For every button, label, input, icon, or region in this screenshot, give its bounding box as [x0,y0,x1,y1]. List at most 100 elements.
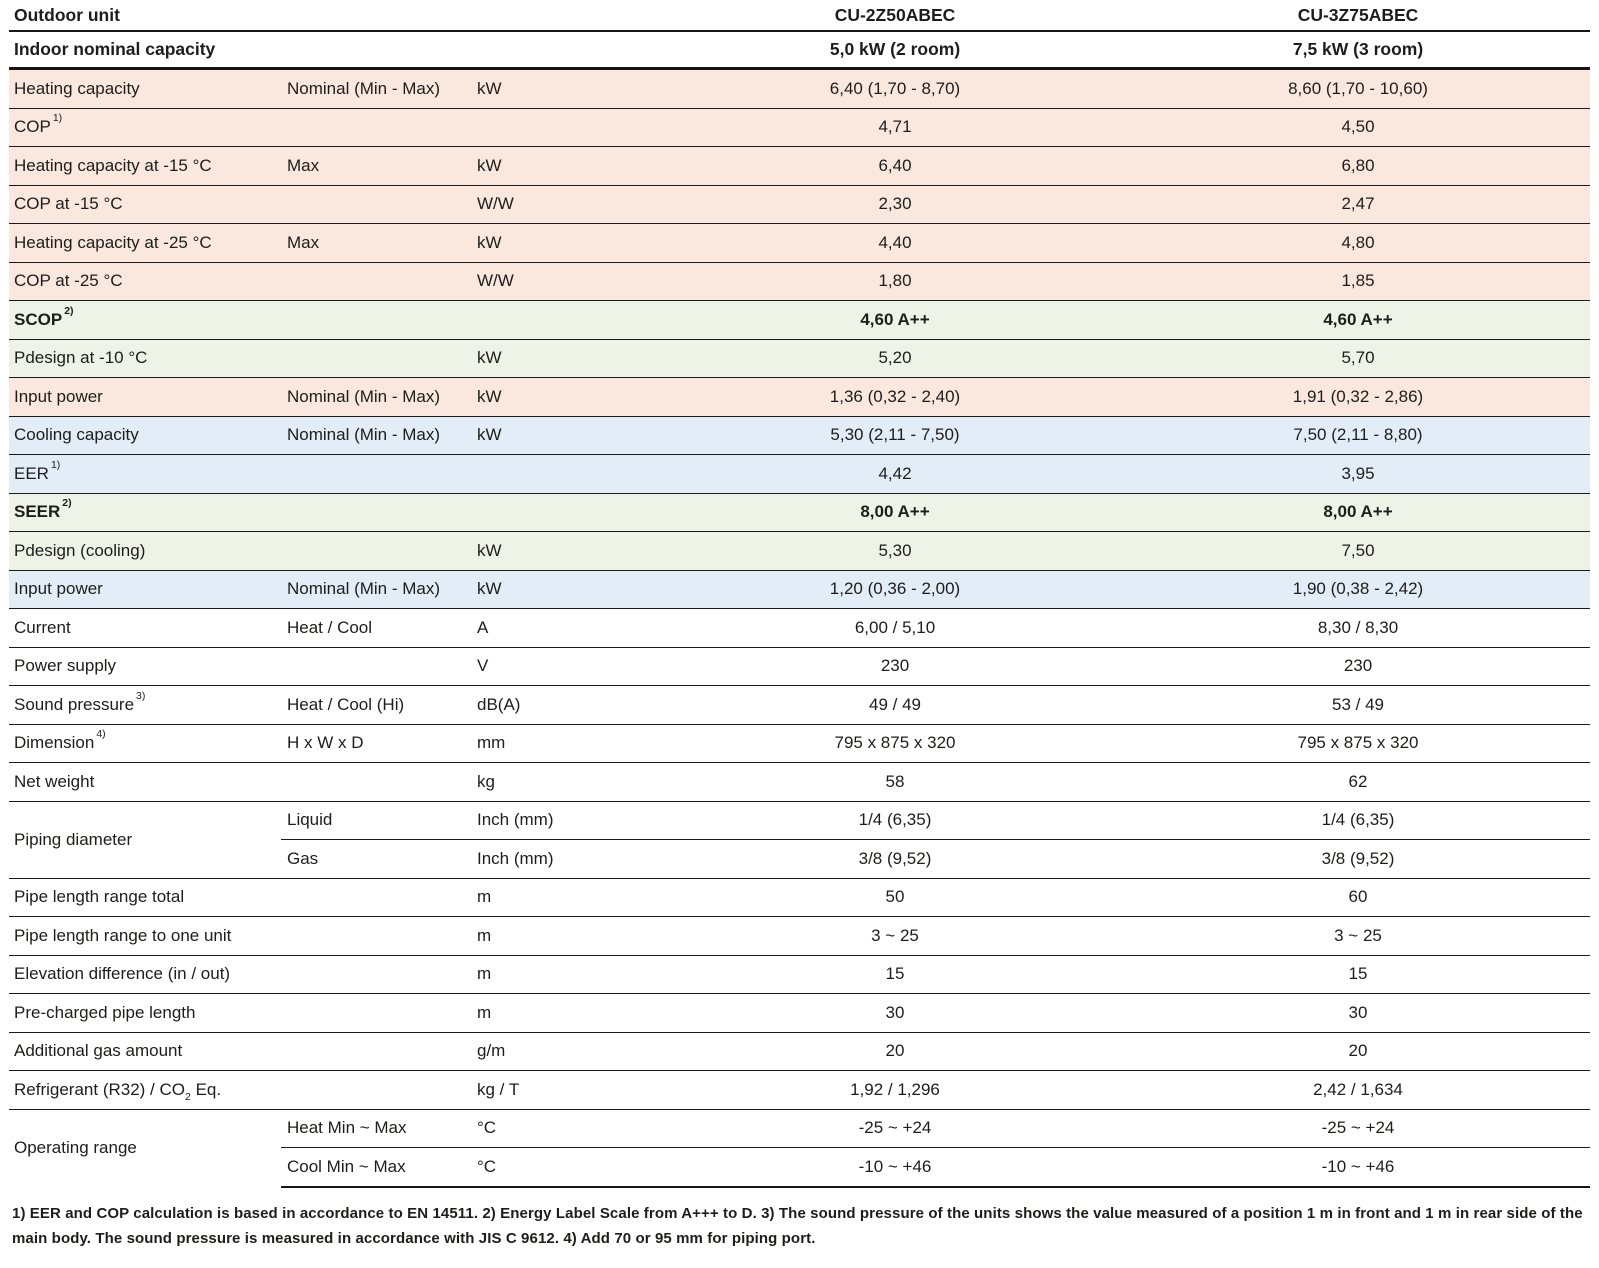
row-unit: Inch (mm) [471,839,664,878]
header-spacer [471,0,664,32]
row-unit: W/W [471,261,664,301]
model-name-1: CU-2Z50ABEC [664,0,1126,32]
row-unit: kW [471,569,664,609]
spec-row: Pipe length range to one unit m 3 ~ 25 3 ~ … [9,916,1590,955]
value-model2: 4,60 A++ [1126,300,1590,339]
value-model2: 30 [1126,993,1590,1032]
row-detail: Nominal (Min - Max) [281,377,471,416]
row-detail: Max [281,146,471,185]
value-model2: 1,85 [1126,261,1590,301]
row-unit: m [471,993,664,1032]
row-label: Pdesign (cooling) [14,540,146,560]
spec-row: COP at -15 °C W/W 2,30 2,47 [9,184,1590,224]
value-model1: 49 / 49 [664,685,1126,724]
row-label: Pipe length range to one unit [14,925,232,945]
row-label-cell: Pdesign (cooling) [9,531,281,570]
row-label: Input power [14,579,103,599]
value-model2: 7,50 (2,11 - 8,80) [1126,415,1590,455]
spec-row: Pdesign (cooling) kW 5,30 7,50 [9,531,1590,570]
row-label-suffix: Eq. [190,1079,222,1099]
row-label-cell: Additional gas amount [9,1031,281,1071]
value-model2: 6,80 [1126,146,1590,185]
value-model1: 1,80 [664,261,1126,301]
spec-table-header: Outdoor unit CU-2Z50ABEC CU-3Z75ABEC Ind… [9,0,1590,70]
row-detail [281,531,471,570]
row-label: Elevation difference (in / out) [14,964,231,984]
value-model2: 3/8 (9,52) [1126,839,1590,878]
spec-row: Operating range Heat Min ~ Max °C -25 ~ +24… [9,1108,1590,1187]
value-model2: -10 ~ +46 [1126,1147,1590,1188]
row-detail [281,184,471,224]
value-model1: 5,30 [664,531,1126,570]
row-label: Operating range [14,1138,137,1157]
row-label: Refrigerant (R32) / CO [14,1079,185,1099]
row-label-cell: Pre-charged pipe length [9,993,281,1032]
row-detail [281,1031,471,1071]
value-model1: 3/8 (9,52) [664,839,1126,878]
row-label: SEER [14,502,61,522]
row-label-cell: Pdesign at -10 °C [9,338,281,378]
value-model2: 1,90 (0,38 - 2,42) [1126,569,1590,609]
row-label-cell: Current [9,608,281,647]
row-detail: Cool Min ~ Max [281,1147,471,1188]
value-model1: 50 [664,877,1126,917]
row-label-cell: Refrigerant (R32) / CO2 Eq. [9,1070,281,1109]
row-detail [281,954,471,994]
row-label-cell: Sound pressure 3) [9,685,281,724]
row-group-cell: Operating range [9,1108,281,1187]
value-model2: 2,42 / 1,634 [1126,1070,1590,1109]
row-label-cell: EER 1) [9,454,281,493]
value-model1: 6,40 (1,70 - 8,70) [664,68,1126,108]
value-model2: 8,60 (1,70 - 10,60) [1126,68,1590,108]
header-row-capacity: Indoor nominal capacity 5,0 kW (2 room) … [9,31,1590,70]
capacity-value-2: 7,5 kW (3 room) [1126,31,1590,70]
spec-row: SCOP 2) 4,60 A++ 4,60 A++ [9,300,1590,339]
row-detail [281,646,471,686]
row-label-cell: Heating capacity at -15 °C [9,146,281,185]
value-model2: 5,70 [1126,338,1590,378]
row-label-cell: Heating capacity [9,68,281,108]
row-unit: Inch (mm) [471,800,664,840]
indoor-capacity-label: Indoor nominal capacity [9,31,281,70]
spec-row: SEER 2) 8,00 A++ 8,00 A++ [9,492,1590,532]
row-label-cell: Pipe length range to one unit [9,916,281,955]
spec-row: Pre-charged pipe length m 30 30 [9,993,1590,1032]
row-label-cell: Cooling capacity [9,415,281,455]
footnote-marker: 1) [50,458,61,471]
row-detail [281,877,471,917]
row-label: Piping diameter [14,829,133,849]
row-label: Input power [14,386,103,406]
header-spacer [281,0,471,32]
value-model2: 53 / 49 [1126,685,1590,724]
value-model1: 15 [664,954,1126,994]
row-detail [281,261,471,301]
row-unit [471,492,664,532]
row-label: COP at -15 °C [14,194,123,214]
row-detail: Liquid [281,800,471,840]
row-label: Dimension [14,733,95,753]
row-label: Pipe length range total [14,887,185,907]
row-unit: kW [471,531,664,570]
value-model2: 4,80 [1126,223,1590,262]
value-model1: 4,42 [664,454,1126,493]
row-label-cell: Input power [9,569,281,609]
row-unit: kW [471,415,664,455]
row-unit: mm [471,723,664,763]
row-label: Net weight [14,771,95,791]
row-detail: Heat / Cool (Hi) [281,685,471,724]
header-spacer [471,31,664,70]
spec-row: Net weight kg 58 62 [9,762,1590,801]
row-detail [281,454,471,493]
row-detail [281,993,471,1032]
value-model1: 2,30 [664,184,1126,224]
row-unit: kW [471,223,664,262]
row-detail: Nominal (Min - Max) [281,415,471,455]
row-unit: kg [471,762,664,801]
spec-row: Power supply V 230 230 [9,646,1590,686]
row-label-cell: SEER 2) [9,492,281,532]
value-model1: 30 [664,993,1126,1032]
spec-row: Piping diameter Liquid Inch (mm) 1/4 (6,35)… [9,800,1590,878]
spec-row: Cool Min ~ Max °C -10 ~ +46 -10 ~ +46 [9,1147,1590,1188]
capacity-value-1: 5,0 kW (2 room) [664,31,1126,70]
